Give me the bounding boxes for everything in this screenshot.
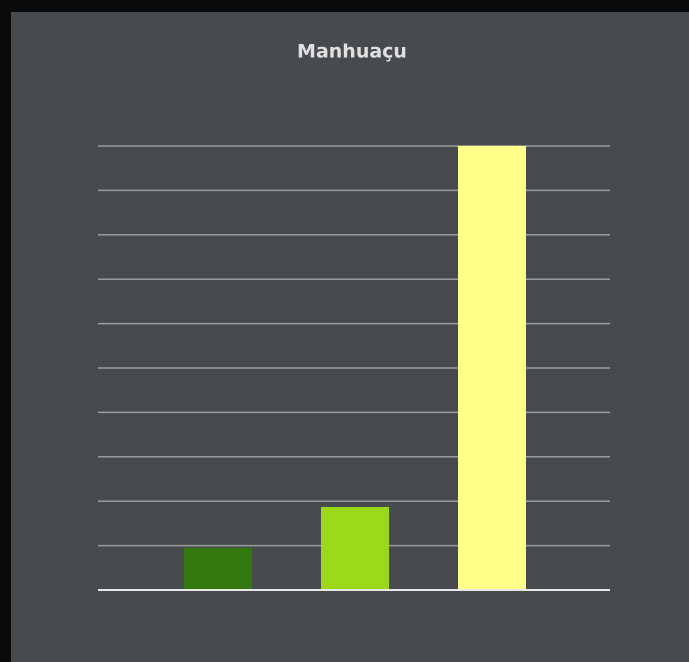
bar	[458, 146, 526, 590]
chart-title: Manhuaçu	[297, 41, 407, 63]
bar	[321, 506, 389, 590]
bar	[184, 547, 252, 590]
